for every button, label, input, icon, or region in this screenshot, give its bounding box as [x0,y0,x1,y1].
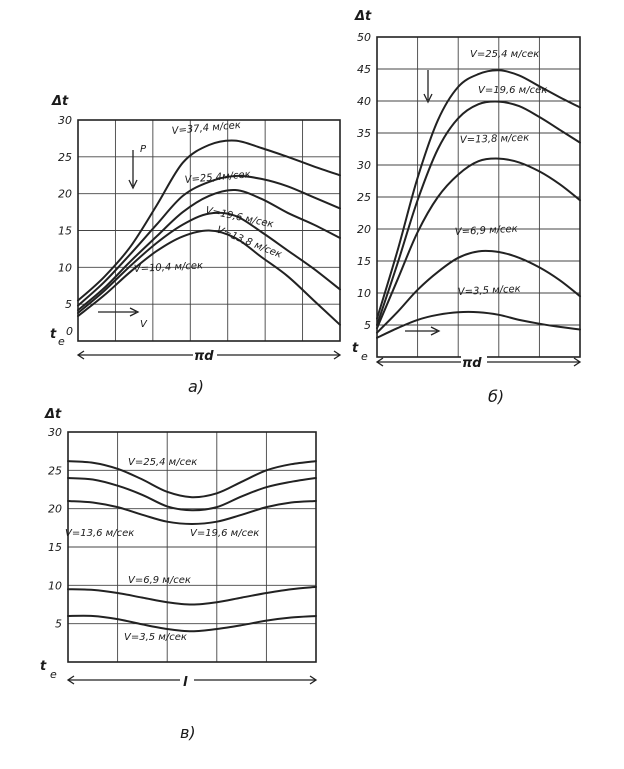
series-label-1: V=25,4 м/сек [470,49,539,60]
panel-c-x-label-bg [180,670,194,688]
panel-b-x-left-label: t [352,341,359,356]
panel-c-x-left-sub: e [50,668,57,681]
y-tick-label: 35 [357,127,371,140]
panel-a-frame [77,119,341,342]
panel-a-pressure-arrow-head [128,179,138,190]
panel-a: 5 10 15 20 25 30 Δt t e 0 πd P V а) V=37,4 м/… [50,94,342,396]
series-label-2: V=25,4м/сек [184,169,251,186]
y-tick-label: 30 [48,426,62,439]
panel-c-series-labels: V=25,4 м/сек V=6,9 м/сек V=3,5 м/сек [124,457,197,643]
panel-c-curves [67,460,317,633]
y-tick-label: 20 [48,503,62,516]
series-line-1 [67,460,317,499]
panel-c-grid [68,432,316,662]
panel-b-x-left-sub: e [361,350,368,363]
y-tick-label: 25 [357,191,371,204]
series-line-5 [77,229,341,326]
series-label-2: V=19,6 м/сек [478,85,547,96]
panel-c-y-label: Δt [44,407,62,422]
y-tick-label: 30 [58,114,72,127]
series-line-2 [67,477,317,512]
series-label-5: V=10,4 м/сек [134,260,204,275]
series-label-5: V=3,5 м/сек [124,632,187,643]
panel-b: 5 10 15 20 25 30 35 40 45 50 Δt t e πd б) V=25,4 … [352,9,582,406]
panel-a-annotation-p: P [140,144,147,155]
y-tick-label: 20 [58,188,72,201]
panel-b-series-labels: V=25,4 м/сек V=19,6 м/сек V=13,8 м/сек V=6,… [455,49,548,298]
panel-c-extra-label-1: V=13,6 м/сек [65,528,134,539]
panel-b-y-label: Δt [354,9,372,24]
series-label-5: V=3,5 м/сек [458,284,521,298]
y-tick-label: 25 [58,151,72,164]
panel-b-span-arrow-right [573,357,582,367]
y-tick-label: 10 [58,261,72,274]
panel-b-curves [376,69,581,339]
series-line-4 [376,249,581,334]
panel-a-x-left-label: t [50,327,57,342]
series-line-4 [67,585,317,606]
y-tick-label: 5 [364,319,371,332]
panel-b-y-ticks: 5 10 15 20 25 30 35 40 45 50 [357,31,371,332]
panel-a-y-label: Δt [51,94,69,109]
panel-c-extra-label-2: V=19,6 м/сек [190,528,259,539]
y-tick-label: 25 [48,464,62,477]
panel-a-curves [77,139,341,326]
series-label-4: V=13,8 м/сек [215,225,283,261]
panel-a-x-label: πd [194,349,214,364]
y-tick-label: 10 [357,287,371,300]
y-tick-label: 40 [357,95,371,108]
panel-a-span-arrow-left [76,350,85,360]
panel-b-pressure-arrow-head [423,93,433,104]
y-tick-label: 15 [357,255,371,268]
panel-b-x-label: πd [462,356,482,371]
series-line-4 [77,211,341,314]
panel-c-x-left-label: t [40,659,47,674]
y-tick-label: 10 [48,579,62,592]
series-line-1 [376,69,581,320]
panel-a-velocity-arrow-head [129,307,140,317]
panel-b-velocity-arrow-head [430,326,441,336]
series-label-3: V=19,6 м/сек [204,205,274,230]
panel-c-y-ticks: 5 10 15 20 25 30 [48,426,62,631]
panel-c-frame [67,431,317,663]
panel-a-x-label-bg [193,346,217,362]
panel-c-span-arrow-right [309,675,318,685]
series-line-5 [67,614,317,633]
series-line-3 [77,188,341,312]
series-line-2 [376,100,581,326]
y-tick-label: 15 [58,225,72,238]
panel-c-x-label: l [183,675,188,690]
panel-b-caption: б) [488,387,504,406]
y-tick-label: 5 [55,618,62,631]
series-label-4: V=6,9 м/сек [455,224,518,238]
series-label-1: V=37,4 м/сек [171,120,241,137]
series-line-2 [77,174,341,307]
series-line-3 [67,500,317,525]
series-label-1: V=25,4 м/сек [128,457,197,468]
y-tick-label: 20 [357,223,371,236]
panel-a-span-arrow-right [333,350,342,360]
y-tick-label: 15 [48,541,62,554]
panel-c-span-arrow-left [66,675,75,685]
series-label-4: V=6,9 м/сек [128,575,191,586]
panel-b-span-arrow-left [375,357,384,367]
series-line-5 [376,310,581,339]
series-label-3: V=13,8 м/сек [460,133,530,146]
panel-b-x-label-bg [461,353,487,369]
panel-a-origin-label: 0 [66,325,73,338]
panel-a-x-left-sub: e [58,335,65,348]
panel-a-y-ticks: 5 10 15 20 25 30 [58,114,72,311]
series-line-3 [376,157,581,330]
series-line-1 [77,139,341,302]
y-tick-label: 45 [357,63,371,76]
y-tick-label: 30 [357,159,371,172]
y-tick-label: 5 [65,298,72,311]
panel-c: 5 10 15 20 25 30 Δt t e l в) V=25,4 м/сек V=6,… [40,407,318,742]
y-tick-label: 50 [357,31,371,44]
panel-a-caption: а) [188,377,204,396]
panel-a-annotation-v: V [140,319,148,330]
panel-c-caption: в) [180,723,196,742]
